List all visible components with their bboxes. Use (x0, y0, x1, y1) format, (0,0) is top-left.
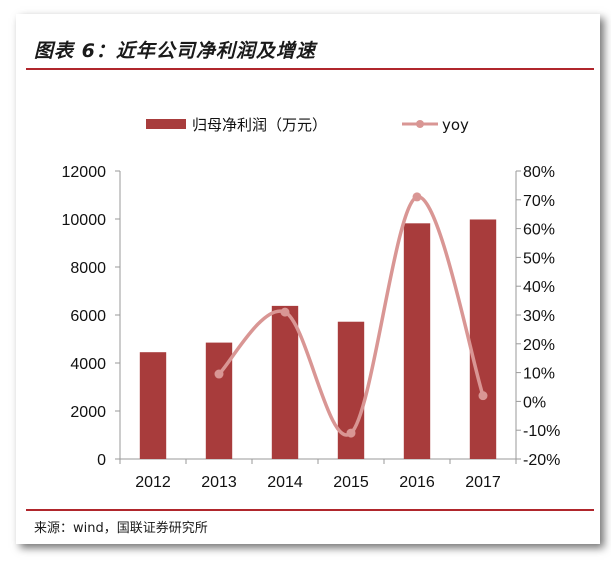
legend: 归母净利润（万元） yoy (146, 116, 469, 134)
bar (403, 223, 431, 459)
axes: 0 2000 4000 6000 8000 10000 12000 -20% -10% 0% 10%… (62, 164, 561, 491)
yoy-point (214, 369, 224, 379)
legend-label-line: yoy (442, 116, 469, 134)
legend-marker-line (416, 120, 424, 128)
legend-label-bar: 归母净利润（万元） (192, 116, 327, 134)
figure-frame: 图表 6：近年公司净利润及增速 归母净利润（万元） yoy 0 2000 4000 6… (16, 14, 600, 544)
title-divider (26, 68, 594, 70)
right-axis-tick-label: -10% (523, 423, 560, 440)
yoy-point (346, 428, 356, 438)
yoy-point (280, 307, 290, 317)
bar (337, 321, 365, 459)
bar (139, 352, 167, 459)
left-axis-tick-label: 12000 (62, 164, 107, 181)
yoy-point (412, 192, 422, 202)
yoy-line-path (217, 195, 485, 437)
x-axis-tick-label: 2017 (465, 474, 501, 491)
left-axis-tick-label: 6000 (70, 308, 106, 325)
yoy-point (478, 391, 488, 401)
x-axis-tick-label: 2016 (399, 474, 435, 491)
bar (469, 219, 497, 459)
right-axis-tick-label: 10% (523, 366, 555, 383)
right-axis-tick-label: 30% (523, 308, 555, 325)
bar (271, 305, 299, 459)
x-axis-tick-label: 2012 (135, 474, 171, 491)
figure-title: 图表 6：近年公司净利润及增速 (34, 40, 316, 62)
right-axis-tick-label: 70% (523, 193, 555, 210)
bars (139, 219, 497, 459)
yoy-series (214, 192, 488, 438)
x-axis-tick-label: 2013 (201, 474, 237, 491)
chart: 归母净利润（万元） yoy 0 2000 4000 6000 8000 10000 1200… (62, 116, 561, 491)
source-divider (26, 509, 594, 511)
source-note: 来源：wind，国联证券研究所 (34, 521, 208, 536)
left-axis-tick-label: 8000 (70, 260, 106, 277)
right-axis-tick-label: 0% (523, 394, 546, 411)
left-axis-tick-label: 0 (97, 452, 106, 469)
x-axis-tick-label: 2015 (333, 474, 369, 491)
left-axis-tick-label: 10000 (62, 212, 107, 229)
right-axis-tick-label: -20% (523, 452, 560, 469)
right-axis-tick-label: 60% (523, 222, 555, 239)
right-axis-tick-label: 20% (523, 337, 555, 354)
right-axis-tick-label: 80% (523, 164, 555, 181)
x-axis-tick-label: 2014 (267, 474, 303, 491)
left-axis-tick-label: 4000 (70, 356, 106, 373)
right-axis-tick-label: 40% (523, 279, 555, 296)
legend-swatch-bar (146, 119, 186, 129)
left-axis-tick-label: 2000 (70, 404, 106, 421)
right-axis-tick-label: 50% (523, 250, 555, 267)
